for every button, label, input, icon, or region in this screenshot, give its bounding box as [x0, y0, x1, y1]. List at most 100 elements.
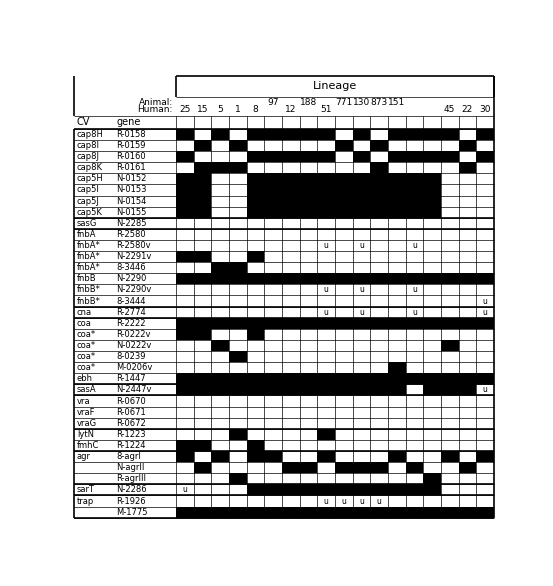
Text: R-agrIII: R-agrIII	[116, 474, 147, 483]
Bar	[405, 373, 423, 384]
Bar	[282, 462, 300, 473]
Bar	[282, 185, 300, 196]
Bar	[317, 273, 335, 284]
Bar	[247, 185, 264, 196]
Bar	[247, 451, 264, 462]
Bar	[353, 129, 371, 140]
Bar	[264, 451, 282, 462]
Text: 8: 8	[253, 105, 258, 114]
Text: M-0206v: M-0206v	[116, 363, 153, 372]
Bar	[441, 384, 458, 396]
Text: fnbA*: fnbA*	[77, 252, 101, 261]
Bar	[335, 207, 353, 218]
Text: N-0152: N-0152	[116, 175, 147, 183]
Bar	[441, 506, 458, 517]
Bar	[441, 151, 458, 162]
Bar	[388, 129, 405, 140]
Bar	[247, 373, 264, 384]
Bar	[388, 173, 405, 185]
Text: 873: 873	[371, 98, 388, 107]
Bar	[458, 506, 476, 517]
Bar	[211, 318, 229, 329]
Text: trap: trap	[77, 496, 94, 506]
Bar	[423, 129, 441, 140]
Text: 15: 15	[197, 105, 208, 114]
Bar	[423, 207, 441, 218]
Bar	[300, 129, 317, 140]
Bar	[353, 273, 371, 284]
Text: lytN: lytN	[77, 430, 94, 439]
Bar	[423, 318, 441, 329]
Text: N-0153: N-0153	[116, 185, 147, 195]
Bar	[423, 173, 441, 185]
Bar	[300, 196, 317, 207]
Bar	[264, 185, 282, 196]
Bar	[194, 384, 211, 396]
Text: fnbB*: fnbB*	[77, 285, 101, 294]
Bar	[300, 506, 317, 517]
Text: R-2580: R-2580	[116, 230, 146, 239]
Bar	[388, 506, 405, 517]
Bar	[476, 506, 494, 517]
Text: Human:: Human:	[138, 105, 173, 114]
Bar	[247, 151, 264, 162]
Bar	[458, 384, 476, 396]
Bar	[371, 185, 388, 196]
Bar	[229, 318, 247, 329]
Text: cap8J: cap8J	[77, 152, 100, 161]
Bar	[388, 373, 405, 384]
Bar	[371, 162, 388, 173]
Text: 97: 97	[268, 98, 279, 107]
Text: N-0155: N-0155	[116, 207, 147, 217]
Bar	[282, 318, 300, 329]
Bar	[247, 440, 264, 451]
Text: u: u	[412, 285, 417, 294]
Bar	[264, 318, 282, 329]
Text: N-0154: N-0154	[116, 196, 147, 206]
Bar	[282, 273, 300, 284]
Bar	[300, 462, 317, 473]
Text: u: u	[412, 308, 417, 316]
Bar	[194, 251, 211, 262]
Bar	[388, 207, 405, 218]
Bar	[371, 273, 388, 284]
Bar	[300, 207, 317, 218]
Bar	[388, 318, 405, 329]
Text: u: u	[359, 308, 364, 316]
Bar	[317, 173, 335, 185]
Bar	[371, 140, 388, 151]
Bar	[388, 362, 405, 373]
Bar	[476, 373, 494, 384]
Text: R-0158: R-0158	[116, 130, 146, 139]
Bar	[335, 318, 353, 329]
Bar	[317, 151, 335, 162]
Bar	[335, 373, 353, 384]
Bar	[317, 196, 335, 207]
Bar	[229, 384, 247, 396]
Bar	[247, 196, 264, 207]
Text: R-0670: R-0670	[116, 397, 146, 406]
Text: 8-0239: 8-0239	[116, 352, 146, 361]
Text: 188: 188	[300, 98, 317, 107]
Bar	[405, 506, 423, 517]
Bar	[282, 485, 300, 496]
Text: 12: 12	[285, 105, 296, 114]
Bar	[353, 207, 371, 218]
Bar	[388, 384, 405, 396]
Bar	[264, 506, 282, 517]
Text: 151: 151	[388, 98, 405, 107]
Bar	[300, 318, 317, 329]
Bar	[194, 173, 211, 185]
Text: 8-3446: 8-3446	[116, 263, 146, 272]
Bar	[194, 373, 211, 384]
Text: u: u	[483, 386, 487, 394]
Bar	[176, 506, 194, 517]
Bar	[229, 140, 247, 151]
Bar	[388, 451, 405, 462]
Text: R-0671: R-0671	[116, 408, 146, 417]
Bar	[282, 196, 300, 207]
Bar	[476, 151, 494, 162]
Text: 5: 5	[217, 105, 223, 114]
Text: 771: 771	[335, 98, 352, 107]
Bar	[282, 506, 300, 517]
